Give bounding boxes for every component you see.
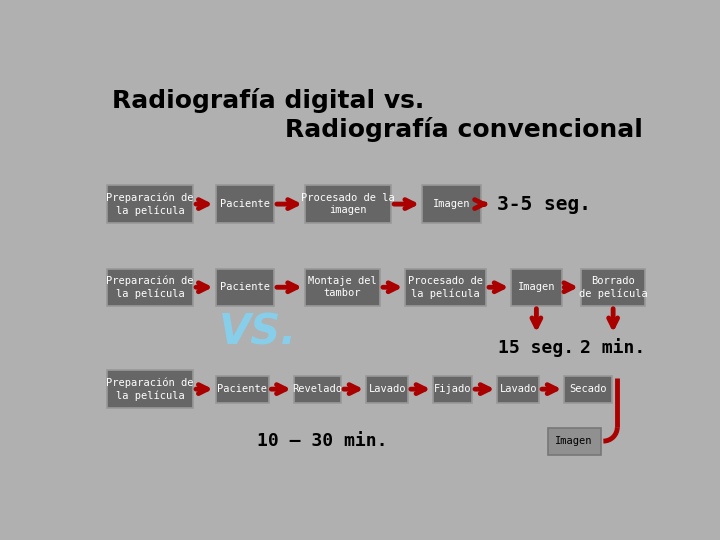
Text: Imagen: Imagen bbox=[518, 282, 555, 292]
FancyBboxPatch shape bbox=[405, 268, 486, 306]
FancyBboxPatch shape bbox=[107, 268, 193, 306]
Text: VS.: VS. bbox=[218, 312, 297, 354]
Text: Preparación de
la película: Preparación de la película bbox=[107, 192, 194, 216]
FancyBboxPatch shape bbox=[215, 376, 269, 403]
FancyBboxPatch shape bbox=[547, 428, 600, 455]
Text: Paciente: Paciente bbox=[220, 199, 270, 209]
Text: Lavado: Lavado bbox=[500, 384, 537, 394]
Text: Fijado: Fijado bbox=[434, 384, 472, 394]
Text: Procesado de la
imagen: Procesado de la imagen bbox=[301, 193, 395, 215]
FancyBboxPatch shape bbox=[366, 376, 408, 403]
Text: Imagen: Imagen bbox=[433, 199, 470, 209]
Text: Montaje del
tambor: Montaje del tambor bbox=[308, 276, 377, 299]
FancyBboxPatch shape bbox=[422, 185, 481, 223]
FancyBboxPatch shape bbox=[433, 376, 472, 403]
Text: Lavado: Lavado bbox=[369, 384, 406, 394]
Text: Secado: Secado bbox=[570, 384, 607, 394]
FancyBboxPatch shape bbox=[305, 185, 392, 223]
Text: Paciente: Paciente bbox=[217, 384, 267, 394]
Text: 10 – 30 min.: 10 – 30 min. bbox=[258, 432, 388, 450]
Text: 3-5 seg.: 3-5 seg. bbox=[498, 194, 591, 214]
FancyBboxPatch shape bbox=[305, 268, 380, 306]
FancyBboxPatch shape bbox=[107, 185, 193, 223]
FancyBboxPatch shape bbox=[564, 376, 612, 403]
FancyBboxPatch shape bbox=[581, 268, 645, 306]
Text: Paciente: Paciente bbox=[220, 282, 270, 292]
FancyBboxPatch shape bbox=[107, 370, 193, 408]
Text: Preparación de
la película: Preparación de la película bbox=[107, 377, 194, 401]
Text: Imagen: Imagen bbox=[555, 436, 593, 446]
Text: Radiografía digital vs.: Radiografía digital vs. bbox=[112, 87, 425, 113]
FancyBboxPatch shape bbox=[498, 376, 539, 403]
Text: 15 seg.: 15 seg. bbox=[498, 339, 575, 357]
Text: Procesado de
la película: Procesado de la película bbox=[408, 276, 483, 299]
Text: 2 min.: 2 min. bbox=[580, 339, 646, 357]
FancyBboxPatch shape bbox=[215, 185, 274, 223]
Text: Preparación de
la película: Preparación de la película bbox=[107, 275, 194, 299]
FancyBboxPatch shape bbox=[215, 268, 274, 306]
Text: Radiografía convencional: Radiografía convencional bbox=[285, 117, 643, 142]
FancyBboxPatch shape bbox=[511, 268, 562, 306]
Text: Revelado: Revelado bbox=[292, 384, 343, 394]
Text: Borrado
de película: Borrado de película bbox=[579, 276, 647, 299]
FancyBboxPatch shape bbox=[294, 376, 341, 403]
